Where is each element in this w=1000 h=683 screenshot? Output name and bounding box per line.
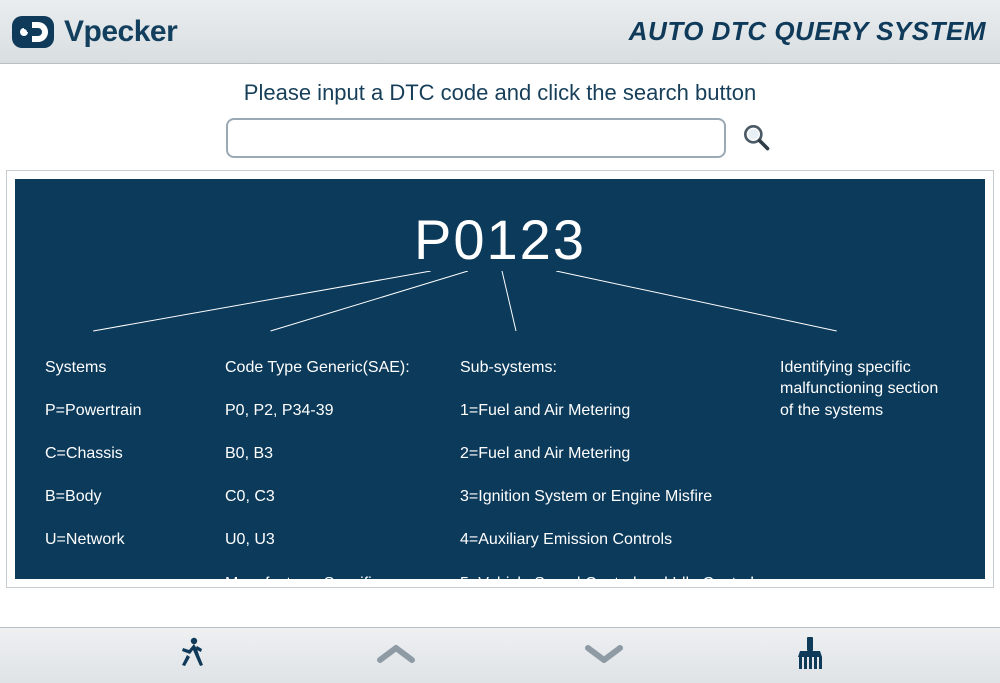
dtc-explanation-panel: P0123 Systems P=Powertrain C=Chassis B=B… [15, 179, 985, 579]
content-frame: P0123 Systems P=Powertrain C=Chassis B=B… [6, 170, 994, 588]
codetype-line: U0, U3 [225, 529, 450, 551]
systems-line: B=Body [45, 486, 215, 508]
dtc-code-display: P0123 [414, 207, 586, 272]
codetype-line: C0, C3 [225, 486, 450, 508]
subsystems-title: Sub-systems: [460, 357, 770, 379]
dtc-search-input[interactable] [226, 118, 726, 158]
systems-column: Systems P=Powertrain C=Chassis B=Body U=… [45, 335, 215, 579]
subsystems-line: 4=Auxiliary Emission Controls [460, 529, 770, 551]
systems-line: U=Network [45, 529, 215, 551]
scroll-up-button[interactable] [370, 636, 422, 675]
subsystems-line: 2=Fuel and Air Metering [460, 443, 770, 465]
clear-button[interactable] [786, 631, 832, 680]
chevron-down-icon [582, 640, 626, 668]
footer-toolbar [0, 627, 1000, 683]
subsystems-line: 1=Fuel and Air Metering [460, 400, 770, 422]
codetype-mfr-title: Manufacturer Specific: [225, 573, 450, 579]
subsystems-line: 5=Vehicle Speed Control and Idle Control… [460, 573, 770, 579]
codetype-column: Code Type Generic(SAE): P0, P2, P34-39 B… [225, 335, 450, 579]
subsystems-column: Sub-systems: 1=Fuel and Air Metering 2=F… [460, 335, 770, 579]
search-row [0, 118, 1000, 158]
subsystems-line: 3=Ignition System or Engine Misfire [460, 486, 770, 508]
systems-line: P=Powertrain [45, 400, 215, 422]
codetype-line: B0, B3 [225, 443, 450, 465]
search-area: Please input a DTC code and click the se… [0, 64, 1000, 168]
header-bar: Vpecker AUTO DTC QUERY SYSTEM [0, 0, 1000, 64]
codetype-generic-title: Code Type Generic(SAE): [225, 357, 450, 379]
brand: Vpecker [10, 12, 177, 52]
run-button[interactable] [168, 631, 214, 680]
brand-logo-icon [10, 12, 56, 52]
search-prompt: Please input a DTC code and click the se… [0, 80, 1000, 106]
search-button[interactable] [738, 120, 774, 156]
systems-title: Systems [45, 357, 215, 379]
identify-text: Identifying specific malfunctioning sect… [780, 357, 955, 422]
brand-name: Vpecker [64, 15, 177, 49]
scroll-down-button[interactable] [578, 636, 630, 675]
search-icon [740, 121, 772, 153]
connector-lines [15, 271, 985, 341]
identify-column: Identifying specific malfunctioning sect… [780, 335, 955, 579]
run-icon [172, 635, 210, 673]
chevron-up-icon [374, 640, 418, 668]
brush-icon [790, 635, 828, 673]
systems-line: C=Chassis [45, 443, 215, 465]
codetype-line: P0, P2, P34-39 [225, 400, 450, 422]
explanation-columns: Systems P=Powertrain C=Chassis B=Body U=… [15, 335, 985, 579]
page-title: AUTO DTC QUERY SYSTEM [629, 16, 986, 47]
